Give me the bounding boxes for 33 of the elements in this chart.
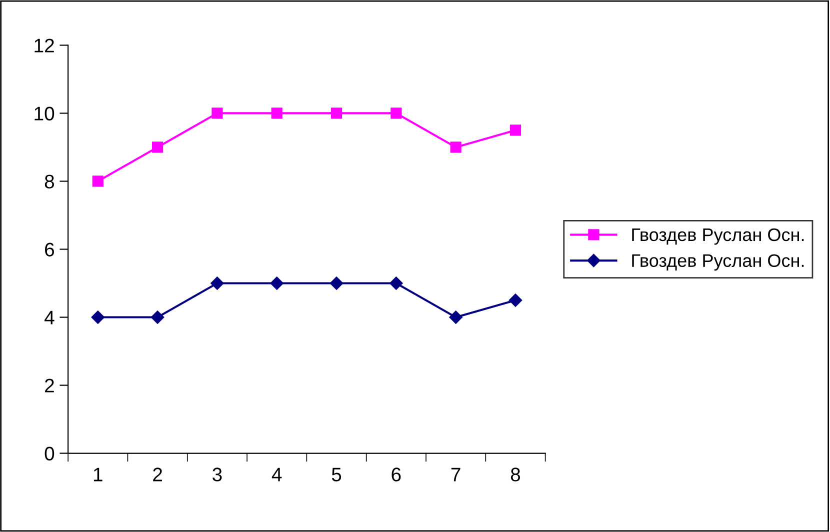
y-tick-label: 6 [45,242,54,256]
point [330,276,344,290]
legend-label: Гвоздев Руслан Осн. [632,254,804,271]
x-tick-label: 4 [272,468,282,482]
point [390,108,402,119]
y-tick-label: 8 [44,174,54,188]
point [210,276,224,290]
point [330,108,342,119]
x-tick-label: 8 [510,468,520,482]
y-tick-label: 4 [44,310,54,324]
x-tick-label: 5 [332,468,342,482]
point [150,310,164,324]
point [152,142,164,153]
point [449,310,462,324]
y-tick-label: 2 [45,378,54,392]
point [508,294,522,307]
x-tick-label: 7 [451,468,460,482]
point [450,142,462,153]
y-tick-label: 12 [34,38,54,52]
point [270,276,284,290]
y-tick-label: 10 [34,106,54,120]
x-tick-label: 3 [212,468,222,482]
point [271,108,282,119]
x-tick-label: 2 [153,468,162,482]
x-tick-label: 1 [94,468,102,482]
point [212,108,223,119]
point [390,276,403,290]
y-tick-label: 0 [44,446,54,460]
x-tick-label: 6 [392,468,401,482]
point [92,176,104,187]
point [91,310,104,324]
point [510,124,522,136]
legend-label: Гвоздев Руслан Осн. [632,228,804,245]
